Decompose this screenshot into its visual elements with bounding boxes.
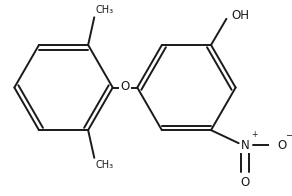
Text: +: + (251, 130, 257, 139)
Text: N: N (240, 139, 249, 152)
Text: CH₃: CH₃ (96, 5, 114, 15)
Text: OH: OH (232, 8, 250, 22)
Text: O: O (120, 80, 130, 93)
Text: O: O (240, 176, 249, 189)
Text: CH₃: CH₃ (96, 160, 114, 170)
Text: −: − (285, 130, 292, 139)
Text: O: O (277, 139, 286, 152)
